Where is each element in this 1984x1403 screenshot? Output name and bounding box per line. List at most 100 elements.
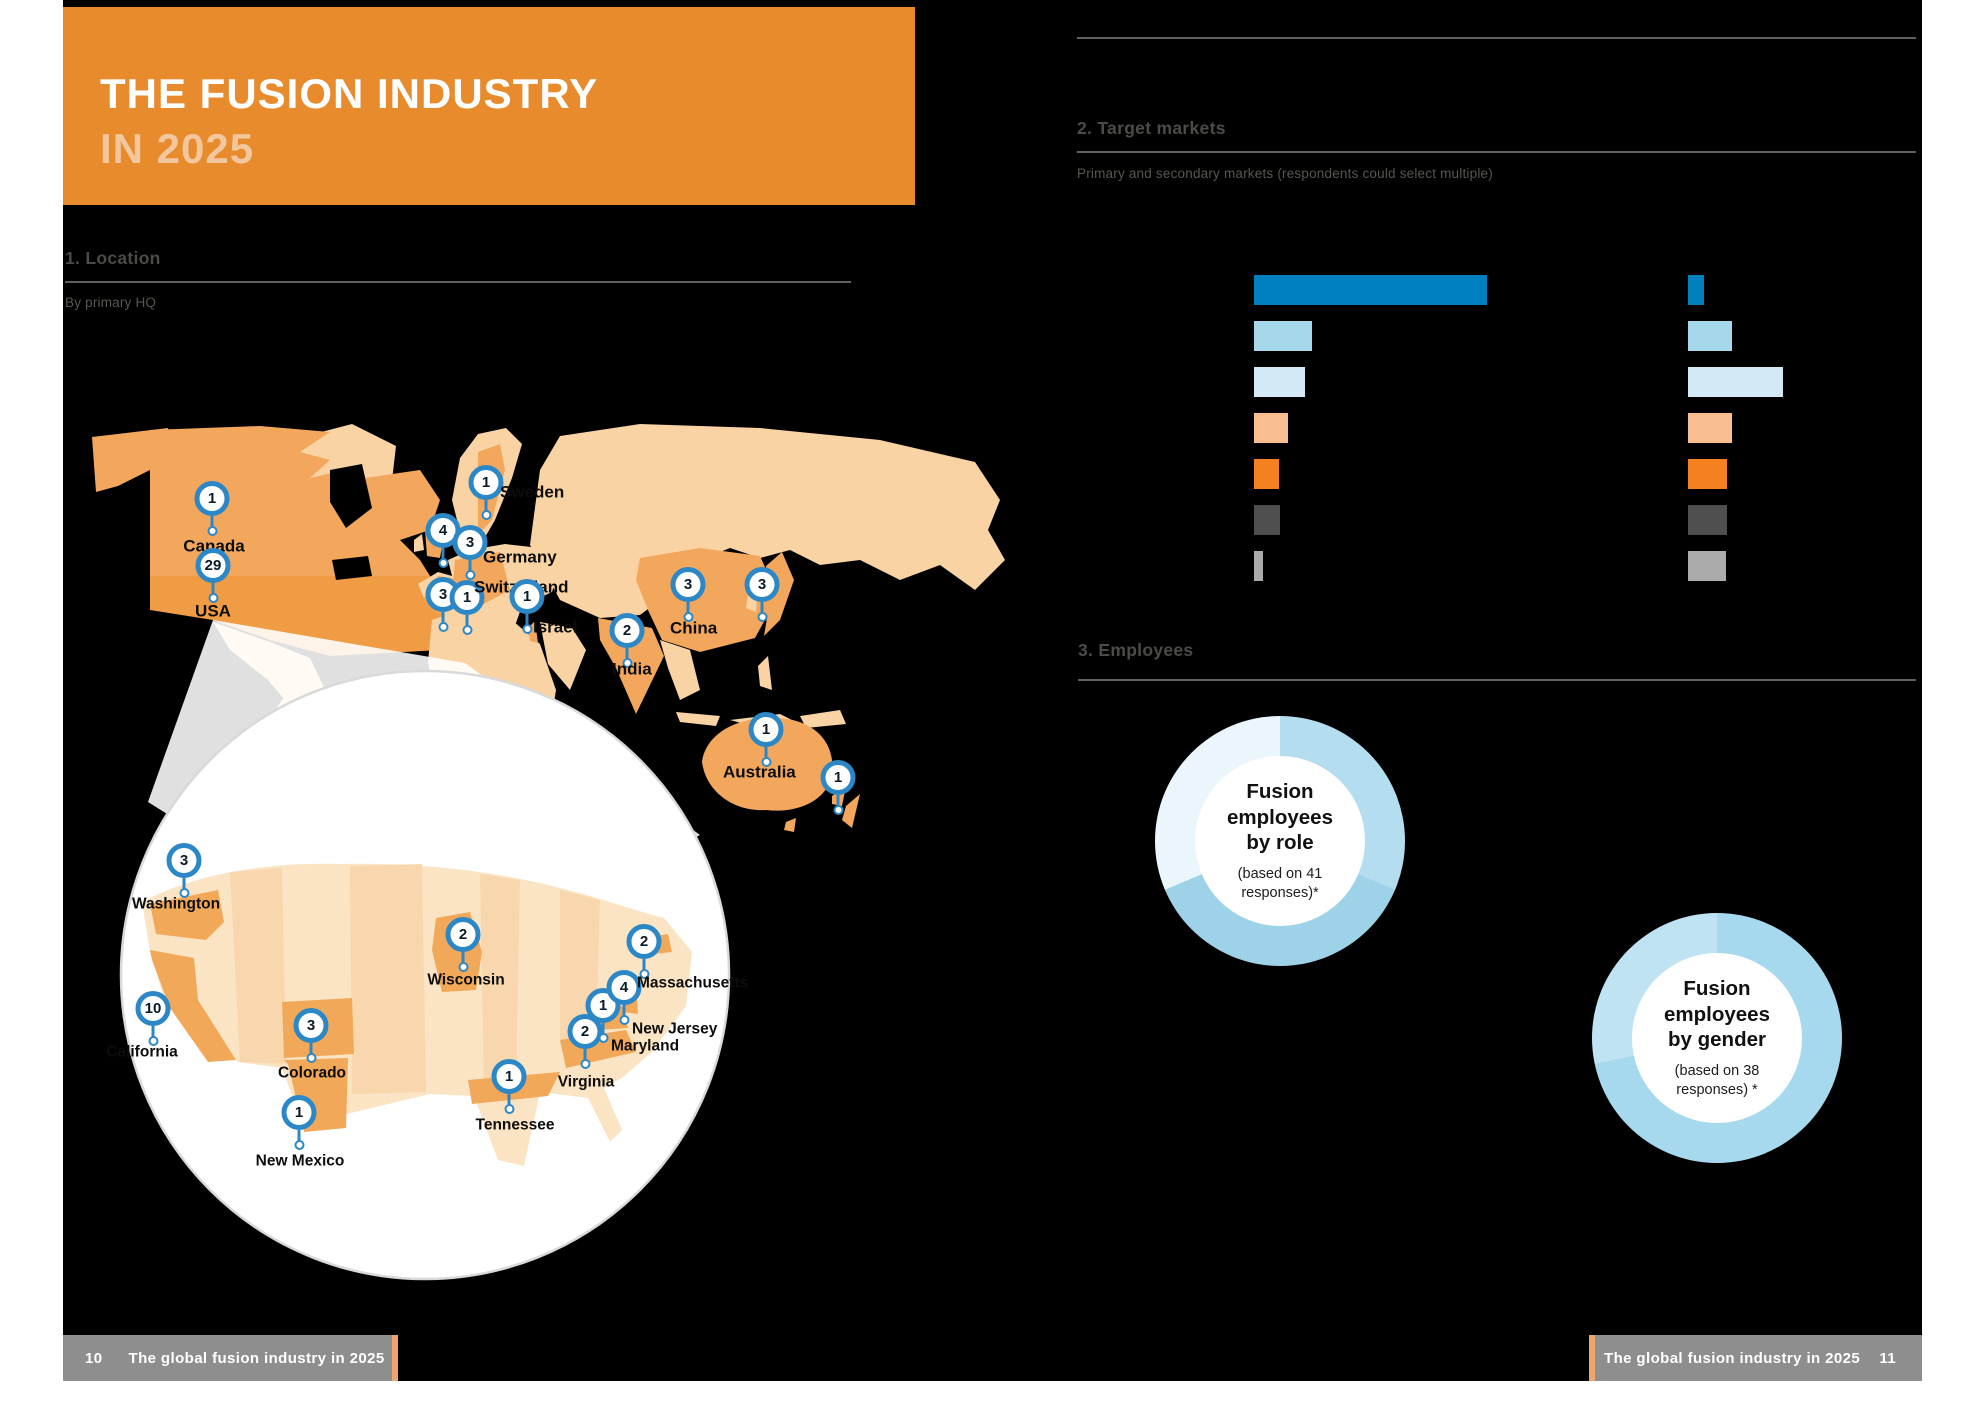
marker-us-massachusetts: 2 (626, 924, 662, 979)
marker-us-wisconsin: 2 (445, 917, 481, 972)
donut-gender-subtitle: (based on 38 responses) * (1674, 1063, 1760, 1098)
marker-us-tennessee-count: 1 (491, 1059, 527, 1094)
donut-gender-center: Fusion employees by gender (based on 38 re… (1632, 953, 1802, 1123)
marker-dot (179, 888, 189, 898)
footer-left-text: The global fusion industry in 2025 (128, 1349, 385, 1367)
marker-us-new-mexico-count: 1 (281, 1095, 317, 1130)
marker-dot (683, 612, 693, 622)
marker-us-wisconsin-count: 2 (445, 917, 481, 952)
us-inset-map (142, 863, 692, 1166)
marker-dot (639, 969, 649, 979)
marker-world-new-zealand-count: 1 (820, 760, 856, 795)
marker-us-washington-count: 3 (166, 843, 202, 878)
marker-dot (294, 1140, 304, 1150)
section-location-rule (65, 281, 851, 283)
marker-stem (484, 500, 488, 511)
bar-left-group-7 (1254, 551, 1263, 581)
marker-dot (148, 1036, 158, 1046)
title-banner: THE FUSION INDUSTRY IN 2025 (63, 7, 915, 205)
section-employees-rule (1078, 679, 1916, 681)
bar-right-group-1 (1688, 275, 1704, 305)
marker-stem (468, 560, 472, 571)
marker-stem (836, 795, 840, 806)
bar-left-group-6 (1254, 505, 1280, 535)
donut-role-center: Fusion employees by role (based on 41 resp… (1195, 756, 1365, 926)
map-label-usa: USA (195, 601, 231, 621)
donut-employees-by-gender: Fusion employees by gender (based on 38 re… (1592, 913, 1842, 1163)
marker-dot (619, 1015, 629, 1025)
section-target-markets-heading: 2. Target markets (1077, 118, 1226, 138)
marker-us-tennessee: 1 (491, 1059, 527, 1114)
section-target-markets-rule (1077, 151, 1916, 153)
bar-left-group-5 (1254, 459, 1279, 489)
map-label-india: India (612, 659, 652, 679)
map-label-tennessee: Tennessee (475, 1116, 555, 1134)
footer-left-accent (392, 1335, 398, 1381)
marker-us-california: 10 (135, 991, 171, 1046)
map-label-virginia: Virginia (557, 1073, 615, 1091)
footer-right-text: The global fusion industry in 2025 (1604, 1349, 1861, 1367)
map-label-sweden: Sweden (500, 482, 565, 502)
marker-world-switzerland: 1 (449, 580, 485, 635)
section-location-subtitle: By primary HQ (65, 295, 157, 310)
marker-stem (465, 615, 469, 626)
marker-dot (833, 805, 843, 815)
marker-dot (522, 624, 532, 634)
marker-dot (306, 1053, 316, 1063)
donut-role-subtitle: (based on 41 responses)* (1237, 866, 1323, 901)
marker-us-massachusetts-count: 2 (626, 924, 662, 959)
marker-world-germany: 3 (452, 525, 488, 580)
marker-stem (622, 1005, 626, 1016)
marker-world-australia-count: 1 (748, 712, 784, 747)
marker-dot (207, 526, 217, 536)
marker-world-germany-count: 3 (452, 525, 488, 560)
map-label-new-jersey: New Jersey (632, 1020, 718, 1038)
marker-dot (481, 510, 491, 520)
marker-dot (761, 757, 771, 767)
bar-left-group-3 (1254, 367, 1305, 397)
marker-stem (210, 516, 214, 527)
marker-stem (625, 648, 629, 659)
marker-world-china: 3 (670, 567, 706, 622)
marker-stem (441, 548, 445, 559)
marker-us-new-jersey-count: 4 (606, 970, 642, 1005)
marker-world-usa: 29 (195, 548, 231, 603)
marker-stem (583, 1049, 587, 1060)
marker-dot (504, 1104, 514, 1114)
marker-dot (462, 625, 472, 635)
bar-right-group-6 (1688, 505, 1727, 535)
marker-us-colorado: 3 (293, 1008, 329, 1063)
marker-world-china-count: 3 (670, 567, 706, 602)
marker-dot (438, 558, 448, 568)
map-label-california: California (106, 1043, 178, 1061)
footer-right-accent (1589, 1335, 1595, 1381)
map-label-maryland: Maryland (611, 1037, 680, 1055)
marker-world-canada-count: 1 (194, 481, 230, 516)
map-label-germany: Germany (483, 547, 557, 567)
marker-stem (760, 602, 764, 613)
marker-stem (297, 1130, 301, 1141)
marker-dot (757, 612, 767, 622)
map-label-colorado: Colorado (277, 1064, 347, 1082)
marker-dot (465, 570, 475, 580)
marker-stem (601, 1023, 605, 1034)
marker-stem (642, 959, 646, 970)
marker-stem (182, 878, 186, 889)
marker-us-colorado-count: 3 (293, 1008, 329, 1043)
footer-left: 10 The global fusion industry in 2025 (63, 1335, 392, 1381)
marker-stem (764, 747, 768, 758)
map-label-australia: Australia (723, 762, 796, 782)
page-title-line2: IN 2025 (100, 125, 255, 172)
donut-employees-by-role: Fusion employees by role (based on 41 resp… (1155, 716, 1405, 966)
marker-world-australia: 1 (748, 712, 784, 767)
marker-dot (208, 593, 218, 603)
section-target-markets-top-rule (1077, 37, 1916, 39)
marker-world-sweden-count: 1 (468, 465, 504, 500)
section-employees-heading: 3. Employees (1078, 640, 1194, 660)
marker-stem (686, 602, 690, 613)
section-location-heading: 1. Location (65, 248, 161, 268)
marker-world-new-zealand: 1 (820, 760, 856, 815)
marker-world-israel: 1 (509, 579, 545, 634)
marker-dot (622, 658, 632, 668)
